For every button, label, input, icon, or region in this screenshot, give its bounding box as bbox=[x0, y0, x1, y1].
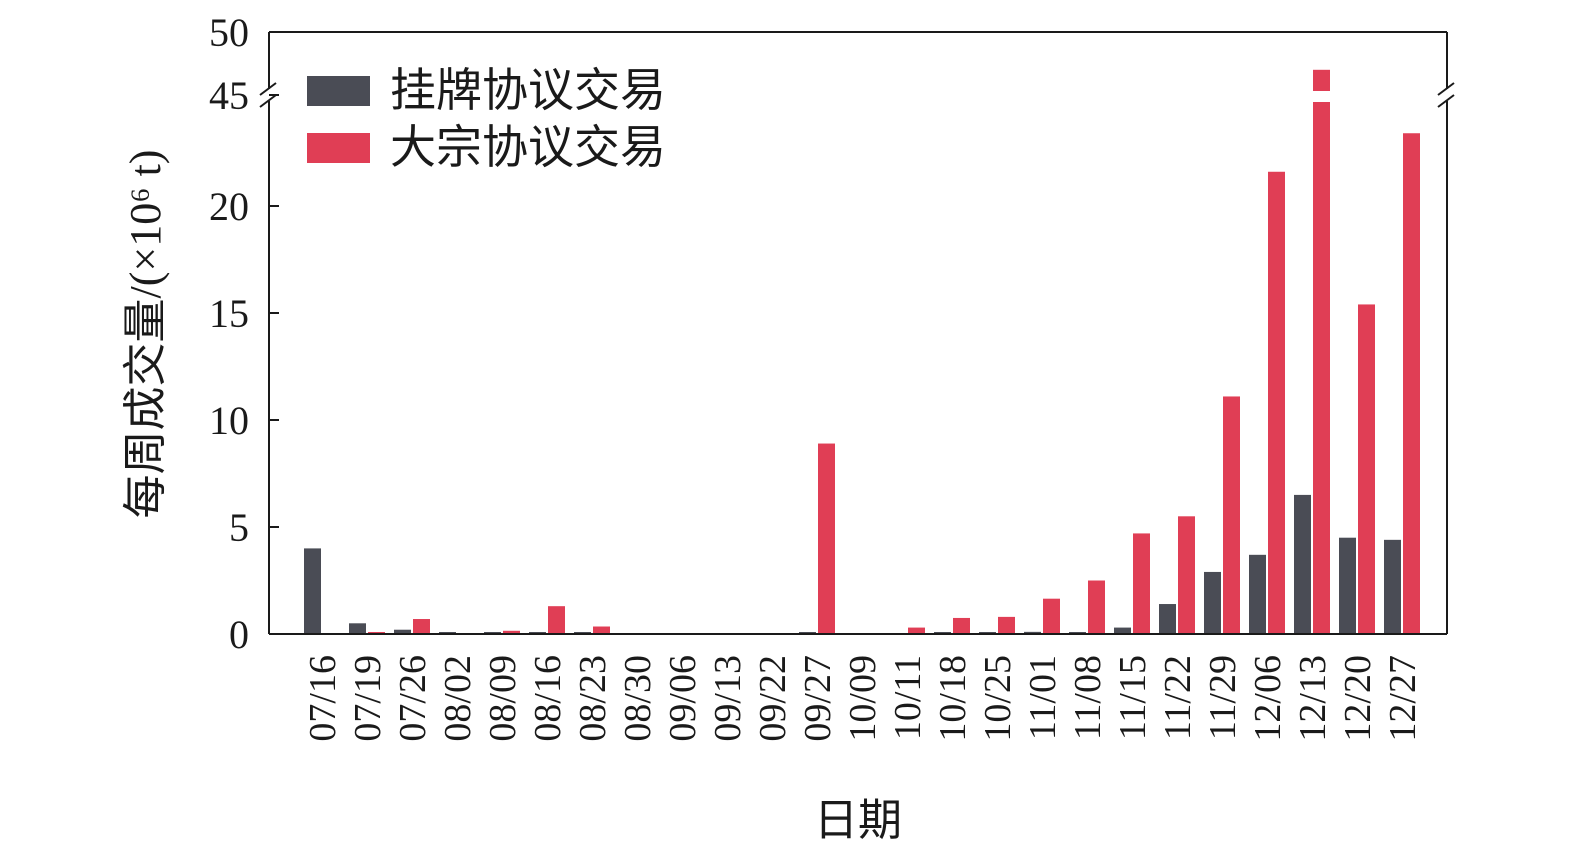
y-tick-label: 0 bbox=[229, 612, 249, 657]
bar-series-2 bbox=[1358, 304, 1375, 634]
x-tick-label: 10/09 bbox=[842, 655, 884, 742]
bar-series-2-upper bbox=[1313, 69, 1330, 91]
x-tick-label: 11/15 bbox=[1112, 655, 1154, 740]
bar-series-2 bbox=[548, 606, 565, 634]
bar-series-2 bbox=[593, 626, 610, 634]
bar-series-2 bbox=[1133, 533, 1150, 634]
bars-layer bbox=[304, 69, 1420, 635]
x-tick-label: 07/26 bbox=[392, 655, 434, 742]
legend-label-series-1: 挂牌协议交易 bbox=[390, 65, 666, 116]
legend-label-series-2: 大宗协议交易 bbox=[390, 122, 666, 173]
x-tick-label: 08/30 bbox=[617, 655, 659, 742]
y-tick-label: 50 bbox=[209, 10, 249, 55]
bar-series-1 bbox=[394, 629, 411, 634]
bar-series-2 bbox=[908, 627, 925, 634]
bar-series-2 bbox=[1223, 396, 1240, 634]
x-tick-label: 10/25 bbox=[977, 655, 1019, 742]
bar-series-2 bbox=[1178, 516, 1195, 634]
legend-swatch-series-1 bbox=[307, 76, 370, 106]
bar-series-1 bbox=[1384, 539, 1401, 634]
bar-series-1 bbox=[1204, 571, 1221, 634]
x-tick-label: 08/16 bbox=[527, 655, 569, 742]
x-tick-label: 07/16 bbox=[302, 655, 344, 742]
bar-series-1 bbox=[1294, 494, 1311, 634]
x-tick-label: 10/18 bbox=[932, 655, 974, 742]
y-axis-title: 每周成交量/(×10⁶ t) bbox=[121, 150, 170, 519]
x-tick-label: 09/22 bbox=[752, 655, 794, 742]
x-tick-label: 10/11 bbox=[887, 655, 929, 740]
y-tick-label: 10 bbox=[209, 398, 249, 443]
x-tick-label: 09/06 bbox=[662, 655, 704, 742]
bar-series-2 bbox=[1313, 102, 1330, 634]
x-tick-label: 07/19 bbox=[347, 655, 389, 742]
bar-series-1 bbox=[1339, 537, 1356, 634]
bar-series-2 bbox=[413, 619, 430, 634]
bar-series-1 bbox=[304, 548, 321, 634]
legend-swatch-series-2 bbox=[307, 133, 370, 163]
legend: 挂牌协议交易 大宗协议交易 bbox=[307, 65, 666, 173]
x-tick-label: 11/29 bbox=[1202, 655, 1244, 740]
y-tick-label: 45 bbox=[209, 73, 249, 118]
x-tick-label: 12/20 bbox=[1337, 655, 1379, 742]
bar-series-1 bbox=[1024, 631, 1041, 634]
x-tick-label: 11/08 bbox=[1067, 655, 1109, 740]
bar-series-2 bbox=[998, 616, 1015, 634]
x-tick-label: 08/09 bbox=[482, 655, 524, 742]
axis-break-marks bbox=[259, 82, 1455, 108]
bar-series-1 bbox=[1249, 554, 1266, 634]
x-tick-label: 08/23 bbox=[572, 655, 614, 742]
y-axis-ticks: 0 5 10 15 20 45 50 bbox=[209, 10, 279, 657]
bar-series-1 bbox=[1159, 604, 1176, 634]
y-tick-label: 20 bbox=[209, 184, 249, 229]
plot-frame bbox=[268, 31, 1448, 635]
bar-series-2 bbox=[503, 630, 520, 634]
x-tick-label: 11/22 bbox=[1157, 655, 1199, 740]
y-tick-label: 15 bbox=[209, 291, 249, 336]
x-axis-title: 日期 bbox=[814, 796, 902, 845]
x-tick-label: 09/13 bbox=[707, 655, 749, 742]
x-tick-label: 12/27 bbox=[1382, 655, 1424, 742]
y-tick-label: 5 bbox=[229, 505, 249, 550]
x-tick-label: 12/13 bbox=[1292, 655, 1334, 742]
x-axis-ticks: 07/16 07/19 07/26 08/02 08/09 08/16 08/23 08/30… bbox=[302, 655, 1424, 742]
bar-series-2 bbox=[953, 617, 970, 634]
bar-series-2 bbox=[818, 443, 835, 634]
x-tick-label: 11/01 bbox=[1022, 655, 1064, 740]
bar-series-2 bbox=[1043, 598, 1060, 634]
x-tick-label: 08/02 bbox=[437, 655, 479, 742]
bar-series-2 bbox=[1268, 171, 1285, 634]
bar-series-2 bbox=[1088, 580, 1105, 634]
x-tick-label: 12/06 bbox=[1247, 655, 1289, 742]
x-tick-label: 09/27 bbox=[797, 655, 839, 742]
bar-series-2 bbox=[1403, 133, 1420, 635]
bar-series-1 bbox=[349, 623, 366, 634]
bar-series-1 bbox=[1114, 627, 1131, 634]
